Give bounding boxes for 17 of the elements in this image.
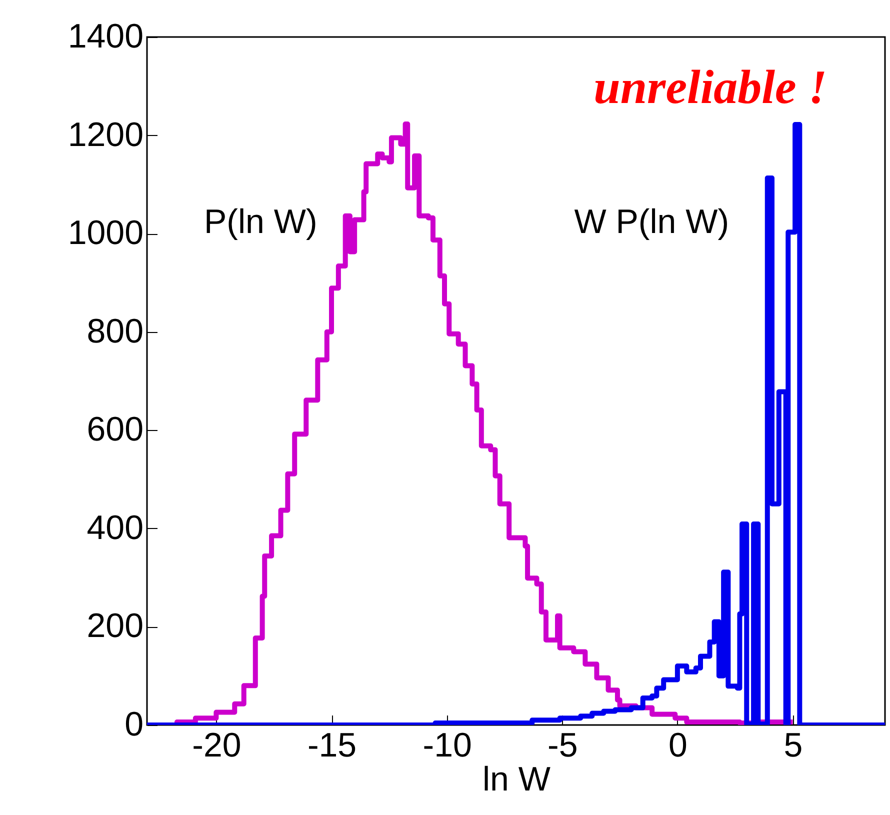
- x-axis-title: ln W: [482, 760, 550, 798]
- x-tick-label: -10: [422, 726, 472, 764]
- y-tick-label: 1400: [68, 18, 144, 56]
- y-tick-label: 1200: [68, 116, 144, 154]
- x-tick-label: 0: [668, 726, 688, 764]
- annotation: unreliable !: [594, 61, 827, 114]
- y-tick-label: 800: [86, 312, 144, 350]
- x-tick-label: 5: [784, 726, 803, 764]
- series-label: P(ln W): [204, 202, 318, 241]
- x-tick-label: -5: [548, 726, 578, 764]
- x-tick-label: -15: [307, 726, 357, 764]
- y-tick-label: 200: [86, 607, 144, 646]
- x-tick-label: -20: [192, 726, 242, 764]
- y-tick-label: 600: [86, 410, 144, 449]
- series-label: W P(ln W): [574, 202, 730, 241]
- y-tick-label: 400: [86, 508, 144, 547]
- y-tick-label: 1000: [68, 214, 144, 252]
